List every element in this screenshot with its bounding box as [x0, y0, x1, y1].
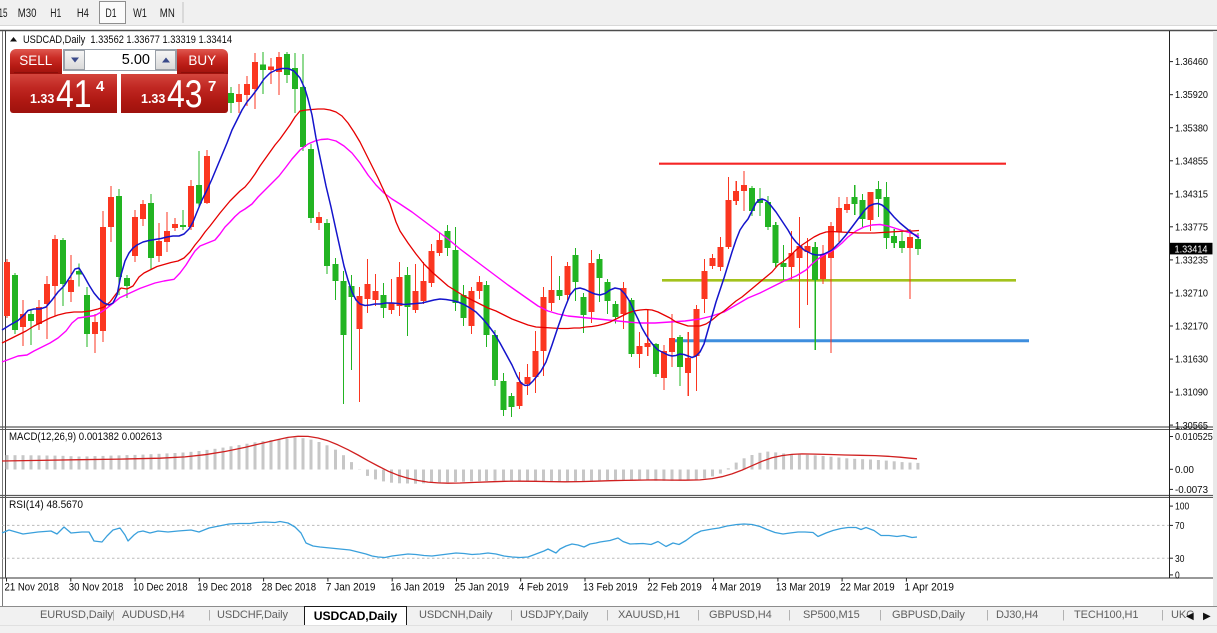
svg-text:16 Jan 2019: 16 Jan 2019 — [390, 582, 445, 594]
svg-text:25 Jan 2019: 25 Jan 2019 — [455, 582, 510, 594]
svg-text:1.34855: 1.34855 — [1175, 155, 1208, 167]
svg-text:100: 100 — [1175, 501, 1189, 513]
svg-text:MACD(12,26,9) 0.001382 0.00261: MACD(12,26,9) 0.001382 0.002613 — [9, 431, 162, 443]
svg-text:1.30565: 1.30565 — [1175, 420, 1208, 432]
svg-text:28 Dec 2018: 28 Dec 2018 — [262, 582, 317, 594]
svg-text:4 Feb 2019: 4 Feb 2019 — [519, 582, 569, 594]
svg-text:1.32710: 1.32710 — [1175, 288, 1208, 300]
svg-text:4 Mar 2019: 4 Mar 2019 — [712, 582, 762, 594]
svg-text:1.35380: 1.35380 — [1175, 122, 1208, 134]
svg-text:13 Mar 2019: 13 Mar 2019 — [776, 582, 831, 594]
svg-text:70: 70 — [1175, 520, 1185, 532]
svg-text:1.36460: 1.36460 — [1175, 56, 1208, 68]
svg-text:1.33775: 1.33775 — [1175, 221, 1208, 233]
svg-text:10 Dec 2018: 10 Dec 2018 — [133, 582, 188, 594]
svg-text:RSI(14) 48.5670: RSI(14) 48.5670 — [9, 499, 83, 511]
svg-text:MN: MN — [160, 8, 175, 20]
svg-text:15: 15 — [0, 8, 8, 20]
svg-text:1.33235: 1.33235 — [1175, 255, 1208, 267]
svg-text:M30: M30 — [18, 8, 37, 20]
svg-text:21 Nov 2018: 21 Nov 2018 — [5, 582, 60, 594]
svg-text:1.31090: 1.31090 — [1175, 387, 1208, 399]
svg-text:0: 0 — [1175, 570, 1180, 582]
svg-text:H4: H4 — [77, 8, 89, 20]
svg-text:W1: W1 — [133, 8, 147, 20]
svg-text:19 Dec 2018: 19 Dec 2018 — [197, 582, 252, 594]
svg-text:H1: H1 — [50, 8, 61, 20]
svg-text:22 Feb 2019: 22 Feb 2019 — [647, 582, 702, 594]
svg-text:30: 30 — [1175, 553, 1185, 565]
svg-text:1 Apr 2019: 1 Apr 2019 — [904, 582, 954, 594]
svg-text:1.31630: 1.31630 — [1175, 354, 1208, 366]
svg-text:1.34315: 1.34315 — [1175, 188, 1208, 200]
svg-text:0.010525: 0.010525 — [1175, 431, 1213, 443]
svg-text:30 Nov 2018: 30 Nov 2018 — [69, 582, 124, 594]
svg-text:USDCAD,Daily 1.33562 1.33677: USDCAD,Daily 1.33562 1.33677 1.33319 1.3… — [23, 34, 232, 46]
svg-text:1.33414: 1.33414 — [1175, 243, 1208, 255]
svg-text:1.35920: 1.35920 — [1175, 89, 1208, 101]
svg-text:22 Mar 2019: 22 Mar 2019 — [840, 582, 895, 594]
svg-text:0.00: 0.00 — [1175, 464, 1194, 476]
svg-text:7 Jan 2019: 7 Jan 2019 — [326, 582, 376, 594]
svg-text:13 Feb 2019: 13 Feb 2019 — [583, 582, 638, 594]
svg-text:1.32170: 1.32170 — [1175, 321, 1208, 333]
svg-text:D1: D1 — [106, 8, 117, 20]
svg-text:-0.0073: -0.0073 — [1175, 484, 1208, 496]
